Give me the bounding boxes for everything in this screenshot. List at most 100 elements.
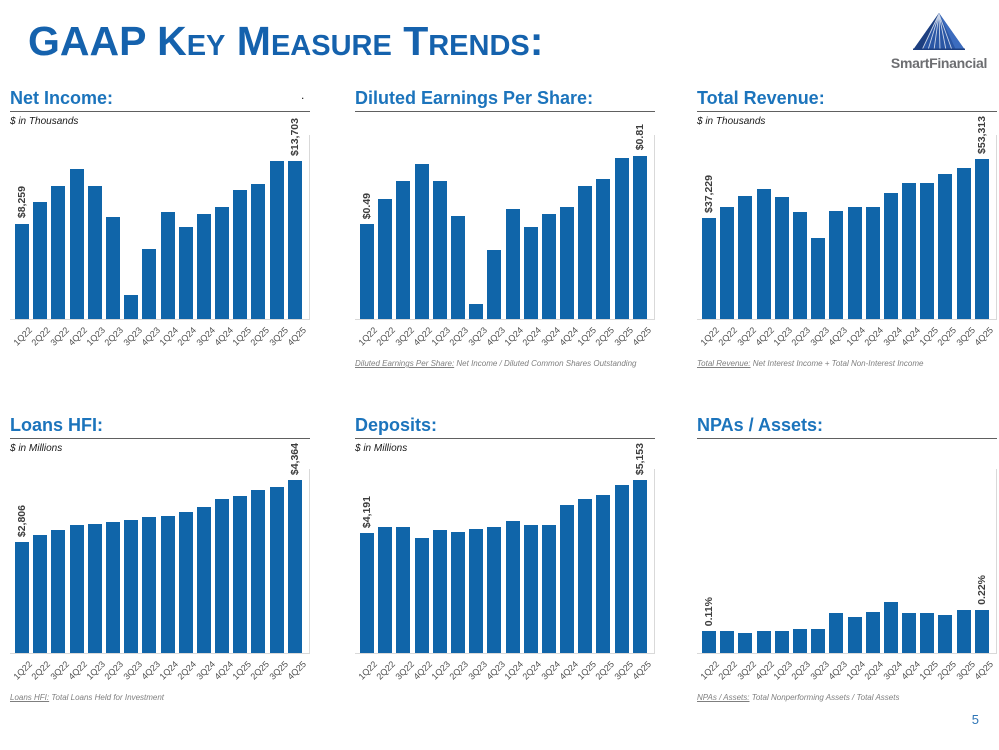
bar — [414, 469, 429, 653]
x-tick-label: 3Q22 — [47, 325, 71, 348]
x-tick: 4Q25 — [972, 656, 995, 690]
bar — [251, 135, 266, 319]
x-tick-label: 2Q25 — [935, 659, 959, 682]
x-tick: 3Q25 — [267, 656, 290, 690]
bar-rect — [33, 535, 48, 653]
bar — [938, 469, 953, 653]
bar — [87, 469, 102, 653]
x-tick-label: 4Q25 — [285, 325, 309, 348]
x-tick: 3Q25 — [954, 322, 977, 356]
chart-unit-subtitle: $ in Millions — [355, 443, 408, 454]
x-tick: 4Q23 — [139, 656, 162, 690]
x-tick: 4Q25 — [630, 656, 653, 690]
x-tick: 4Q25 — [630, 322, 653, 356]
bar — [523, 469, 538, 653]
x-tick: 1Q24 — [503, 656, 526, 690]
x-tick-label: 2Q24 — [175, 325, 199, 348]
bar-rect — [738, 196, 753, 319]
logo-text: SmartFinancial — [890, 55, 988, 71]
bar — [178, 469, 193, 653]
x-axis-labels: 1Q22 2Q22 3Q22 4Q22 1Q23 2Q23 3Q23 4Q23 1Q24 2Q24… — [355, 656, 655, 690]
bar-rect — [505, 209, 520, 319]
x-tick: 3Q25 — [612, 656, 635, 690]
x-tick-label: 3Q24 — [539, 659, 562, 682]
bar — [505, 135, 520, 319]
bar-rect — [541, 213, 556, 319]
x-tick-label: 1Q25 — [917, 325, 941, 348]
bar-rect — [378, 527, 393, 653]
x-tick: 3Q22 — [735, 322, 758, 356]
bar — [160, 469, 175, 653]
bar — [774, 135, 789, 319]
bar-rect — [774, 631, 789, 653]
x-tick-label: 2Q22 — [374, 325, 398, 348]
x-tick: 1Q24 — [845, 322, 868, 356]
x-tick-label: 3Q23 — [466, 325, 489, 348]
plot-area: $4,191 $5,153 — [355, 443, 655, 654]
footnote-text: Total Nonperforming Assets / Total Asset… — [749, 693, 900, 702]
x-tick: 3Q22 — [393, 656, 416, 690]
chart-title: NPAs / Assets: — [697, 415, 824, 435]
bar-value-label: $0.49 — [361, 193, 373, 220]
bar-rect — [142, 516, 157, 653]
x-tick-label: 1Q24 — [844, 325, 868, 348]
x-tick-label: 4Q24 — [212, 659, 235, 682]
bar-rect — [414, 538, 429, 653]
bar — [251, 469, 266, 653]
x-tick: 2Q24 — [521, 656, 544, 690]
bar-value-label: $4,364 — [288, 443, 301, 476]
stray-mark: . — [301, 88, 305, 102]
x-tick-label: 2Q25 — [593, 325, 617, 348]
bar — [614, 469, 629, 653]
x-tick: 1Q23 — [429, 322, 452, 356]
bar-rect — [69, 168, 84, 319]
bar: $53,313 — [974, 116, 989, 319]
bar-rect — [360, 533, 374, 653]
bar-rect — [196, 506, 211, 653]
bar — [69, 469, 84, 653]
chart-panel-total-revenue: Total Revenue: $ in Thousands $37,229 $53… — [697, 88, 997, 368]
x-tick: 2Q24 — [521, 322, 544, 356]
x-tick-label: 1Q23 — [84, 325, 108, 348]
bar-rect — [596, 179, 611, 319]
x-tick-label: 1Q22 — [356, 325, 380, 348]
bar — [269, 135, 284, 319]
x-tick: 1Q24 — [158, 322, 181, 356]
x-tick: 2Q22 — [30, 322, 53, 356]
x-tick: 3Q22 — [393, 322, 416, 356]
bar-rect — [360, 224, 374, 319]
title-rule — [697, 438, 997, 439]
x-tick-label: 4Q25 — [972, 325, 996, 348]
bar — [956, 469, 971, 653]
bar-value-label: $37,229 — [703, 175, 715, 214]
x-tick-label: 2Q23 — [102, 659, 126, 682]
bar — [829, 135, 844, 319]
bar-rect — [720, 206, 735, 319]
x-tick-label: 4Q23 — [139, 659, 162, 682]
bar-rect — [251, 183, 266, 319]
bar — [596, 135, 611, 319]
x-tick-label: 3Q25 — [612, 325, 635, 348]
bar — [774, 469, 789, 653]
bar-rect — [938, 615, 953, 653]
x-tick: 3Q25 — [267, 322, 290, 356]
footnote-text: Net Income / Diluted Common Shares Outst… — [454, 359, 637, 368]
bar — [105, 469, 120, 653]
bar-rect — [974, 158, 989, 319]
bar: $4,364 — [287, 443, 302, 653]
x-tick: 4Q24 — [557, 322, 580, 356]
x-tick-label: 4Q24 — [212, 325, 235, 348]
bar-rect — [883, 192, 898, 319]
bar-rect — [160, 211, 175, 319]
x-tick: 1Q22 — [698, 322, 721, 356]
chart-panel-npas-assets: NPAs / Assets: 0.11% 0.22% 1Q22 2Q22 3Q22 4Q… — [697, 415, 997, 702]
x-tick: 4Q25 — [285, 656, 308, 690]
bar — [142, 135, 157, 319]
x-tick-label: 2Q22 — [716, 325, 740, 348]
bar: 0.22% — [974, 469, 989, 653]
bar — [105, 135, 120, 319]
bar — [378, 135, 393, 319]
plot-area: 0.11% 0.22% — [697, 469, 997, 654]
bar-rect — [578, 185, 593, 319]
bar-rect — [105, 217, 120, 319]
